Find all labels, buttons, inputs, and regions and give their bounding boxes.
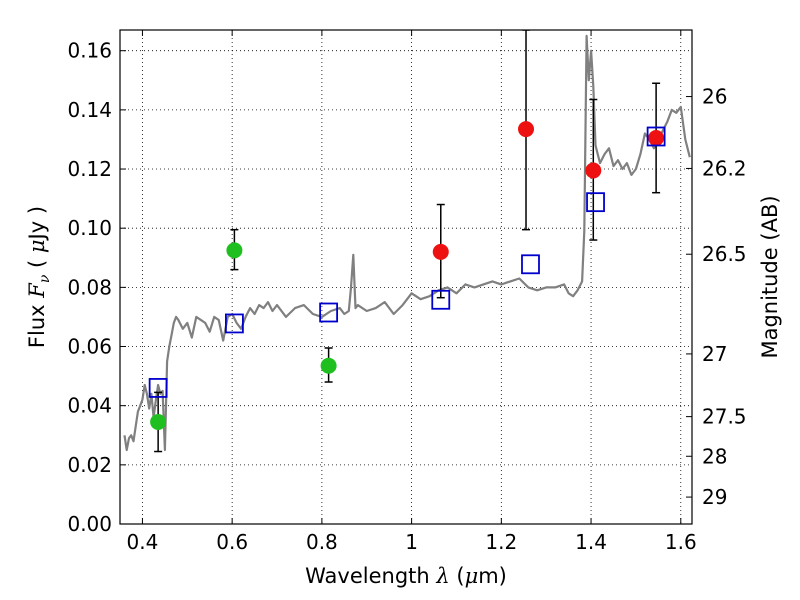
model-square-marker xyxy=(521,254,540,275)
red-data-point xyxy=(648,129,665,146)
y-tick-label: 0.04 xyxy=(67,394,112,418)
red-data-point xyxy=(432,243,449,260)
magnitude-tick-label: 29 xyxy=(702,485,727,509)
y-tick-label: 0.02 xyxy=(67,453,112,477)
y-tick-label: 0.16 xyxy=(67,39,112,63)
y-tick-label: 0.00 xyxy=(67,512,112,536)
markers-layer xyxy=(148,121,666,430)
y-tick-label: 0.10 xyxy=(67,216,112,240)
model-square-marker xyxy=(148,378,168,398)
y-tick-label: 0.14 xyxy=(67,98,112,122)
model-square-marker xyxy=(586,192,605,213)
x-axis: 0.4 0.6 0.8 1 1.2 1.4 1.6 xyxy=(127,30,697,554)
red-data-point xyxy=(518,121,535,138)
x-axis-label: Wavelength λ (μm) xyxy=(305,564,507,588)
x-tick-label: 1.6 xyxy=(665,530,697,554)
x-tick-label: 0.8 xyxy=(306,530,338,554)
x-tick-label: 1 xyxy=(405,530,418,554)
green-data-point xyxy=(320,357,337,374)
magnitude-tick-label: 26 xyxy=(702,85,727,109)
spectrum-layer xyxy=(123,34,691,452)
green-data-point xyxy=(226,242,243,259)
magnitude-tick-label: 27.5 xyxy=(702,405,747,429)
magnitude-tick-label: 27 xyxy=(702,342,727,366)
model-square-marker xyxy=(224,313,244,334)
green-data-point xyxy=(150,413,167,430)
magnitude-axis-label: Magnitude (AB) xyxy=(758,195,782,358)
grid-lines xyxy=(120,30,692,525)
y-axis-label: Flux Fν ( μJy ) xyxy=(25,206,53,348)
model-square-marker xyxy=(319,302,339,323)
y-tick-label: 0.12 xyxy=(67,157,112,181)
plot-frame xyxy=(119,29,693,525)
red-data-point xyxy=(585,162,602,179)
y-tick-label: 0.06 xyxy=(67,335,112,359)
x-tick-label: 0.6 xyxy=(216,530,248,554)
magnitude-tick-label: 26.2 xyxy=(702,156,747,180)
x-tick-label: 1.2 xyxy=(485,530,517,554)
magnitude-axis: 26 26.2 26.5 27 27.5 28 29 xyxy=(686,85,747,509)
model-square-marker xyxy=(646,126,666,147)
x-tick-label: 0.4 xyxy=(127,530,159,554)
magnitude-tick-label: 26.5 xyxy=(702,242,747,266)
x-tick-label: 1.4 xyxy=(575,530,607,554)
spectrum-line xyxy=(123,34,691,452)
model-square-marker xyxy=(431,289,451,310)
y-tick-label: 0.08 xyxy=(67,275,112,299)
magnitude-tick-label: 28 xyxy=(702,444,727,468)
y-axis: 0.00 0.02 0.04 0.06 0.08 0.10 0.12 0.14 0.16 xyxy=(67,39,126,536)
